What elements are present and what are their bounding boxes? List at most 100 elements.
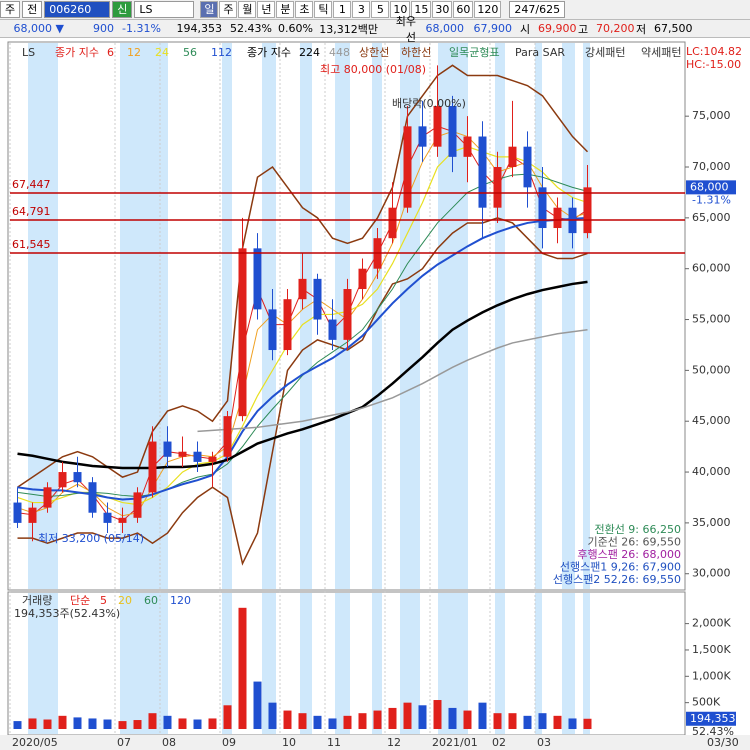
volume-bar bbox=[208, 718, 217, 729]
volume-bar bbox=[148, 713, 157, 729]
legend-item: 일목균형표 bbox=[449, 45, 500, 59]
corner-label: LC:104.82 bbox=[686, 45, 742, 58]
volume-ma-period: 120 bbox=[170, 594, 191, 607]
volume-bar bbox=[373, 710, 382, 729]
y-tick-label: 60,000 bbox=[692, 262, 731, 275]
candle-body bbox=[28, 507, 37, 523]
legend-item: 56 bbox=[183, 46, 197, 59]
y-tick-label: 30,000 bbox=[692, 567, 731, 580]
ichimoku-label: 전환선 9: 66,250 bbox=[594, 523, 681, 536]
x-tick-label: 2021/01 bbox=[432, 736, 478, 749]
ichimoku-label: 기준선 26: 69,550 bbox=[587, 536, 681, 549]
candle-body bbox=[523, 146, 532, 188]
period-button[interactable]: 15 bbox=[411, 1, 432, 18]
candle-body bbox=[193, 451, 202, 462]
cycle-stripe bbox=[562, 43, 575, 589]
ichimoku-label: 후행스팬 26: 68,000 bbox=[577, 548, 681, 561]
cycle-stripe bbox=[300, 43, 312, 589]
ichimoku-label: 선행스팬2 52,26: 69,550 bbox=[553, 573, 681, 586]
info-item: 70,200 bbox=[596, 22, 635, 35]
volume-ma-label: 단순 bbox=[70, 594, 90, 607]
period-button[interactable]: 일 bbox=[200, 1, 219, 18]
info-item: 0.60% bbox=[278, 22, 313, 35]
y-tick-label: 40,000 bbox=[692, 465, 731, 478]
volume-bar bbox=[343, 715, 352, 729]
candle-body bbox=[223, 416, 232, 457]
period-button[interactable]: 3 bbox=[352, 1, 371, 18]
candle-body bbox=[283, 299, 292, 351]
period-button[interactable]: 월 bbox=[238, 1, 257, 18]
period-button[interactable]: 틱 bbox=[314, 1, 333, 18]
period-button[interactable]: 30 bbox=[432, 1, 453, 18]
cycle-stripe bbox=[120, 593, 168, 734]
candle-body bbox=[208, 456, 217, 462]
candle-body bbox=[298, 278, 307, 300]
volume-bar bbox=[178, 718, 187, 729]
last-volume-label: 194,353 bbox=[690, 712, 736, 725]
legend-item: 112 bbox=[211, 46, 232, 59]
period-button[interactable]: 주 bbox=[219, 1, 238, 18]
period-button[interactable]: 5 bbox=[371, 1, 390, 18]
info-item: -1.31% bbox=[122, 22, 161, 35]
volume-bar bbox=[13, 721, 22, 729]
toolbar: 주 전 006260 신 LS 일 주 월 년 분 초 틱 1 3 5 10 15 30 60 120 24… bbox=[0, 0, 750, 20]
candle-body bbox=[388, 207, 397, 239]
cycle-stripe bbox=[372, 593, 382, 734]
volume-bar bbox=[268, 702, 277, 729]
info-item: 900 bbox=[93, 22, 114, 35]
ma-line bbox=[197, 328, 588, 433]
legend-item: 상한선 bbox=[359, 46, 389, 59]
y-tick-label: 2,000K bbox=[692, 617, 731, 630]
y-tick-label: 35,000 bbox=[692, 516, 731, 529]
y-tick-label: 55,000 bbox=[692, 313, 731, 326]
candle-body bbox=[343, 289, 352, 340]
legend-item: 6 bbox=[107, 46, 114, 59]
volume-bar bbox=[388, 707, 397, 729]
candle-body bbox=[328, 319, 337, 340]
volume-bar bbox=[313, 715, 322, 729]
candle-body bbox=[478, 136, 487, 208]
x-tick-label: 02 bbox=[492, 736, 506, 749]
legend-item: 하한선 bbox=[401, 45, 431, 59]
cycle-stripe bbox=[400, 43, 420, 589]
candle-body bbox=[358, 268, 367, 290]
cycle-stripe bbox=[300, 593, 312, 734]
candle-body bbox=[13, 502, 22, 523]
period-button[interactable]: 년 bbox=[257, 1, 276, 18]
info-item: 67,900 bbox=[473, 22, 513, 35]
ma-line bbox=[17, 130, 588, 517]
candle-body bbox=[73, 472, 82, 483]
legend-item: 224 bbox=[299, 46, 320, 59]
candle-body bbox=[88, 482, 97, 513]
volume-ma-period: 60 bbox=[144, 594, 158, 607]
min-annotation: 최저 33,200 (05/14) bbox=[38, 532, 144, 545]
type-select[interactable]: 전 bbox=[22, 1, 43, 18]
period-button[interactable]: 120 bbox=[474, 1, 502, 18]
period-button[interactable]: 분 bbox=[276, 1, 295, 18]
period-button[interactable]: 1 bbox=[333, 1, 352, 18]
chart-label: LS bbox=[22, 46, 35, 59]
period-button[interactable]: 10 bbox=[390, 1, 411, 18]
cycle-stripe bbox=[583, 43, 590, 589]
x-tick-label: 10 bbox=[282, 736, 296, 749]
volume-bar bbox=[493, 713, 502, 729]
x-tick-label: 2020/05 bbox=[12, 736, 58, 749]
cycle-stripe bbox=[562, 593, 575, 734]
cycle-stripe bbox=[335, 593, 350, 734]
legend-item: 강세패턴 bbox=[585, 46, 625, 59]
candle-body bbox=[493, 167, 502, 208]
candle-body bbox=[268, 309, 277, 351]
period-buttons: 일 주 월 년 분 초 틱 1 3 5 10 15 30 60 120 bbox=[200, 1, 502, 18]
max-annotation: 최고 80,000 (01/08) bbox=[320, 63, 426, 76]
info-item: 시 bbox=[520, 22, 531, 36]
candle-body bbox=[133, 492, 142, 518]
cycle-stripe bbox=[262, 593, 276, 734]
volume-bar bbox=[448, 707, 457, 729]
period-button[interactable]: 초 bbox=[295, 1, 314, 18]
x-tick-label: 12 bbox=[387, 736, 401, 749]
y-tick-label: 70,000 bbox=[692, 160, 731, 173]
info-item: 69,900 bbox=[538, 22, 577, 35]
code-input[interactable]: 006260 bbox=[44, 1, 111, 18]
market-select[interactable]: 주 bbox=[0, 1, 21, 18]
period-button[interactable]: 60 bbox=[453, 1, 474, 18]
